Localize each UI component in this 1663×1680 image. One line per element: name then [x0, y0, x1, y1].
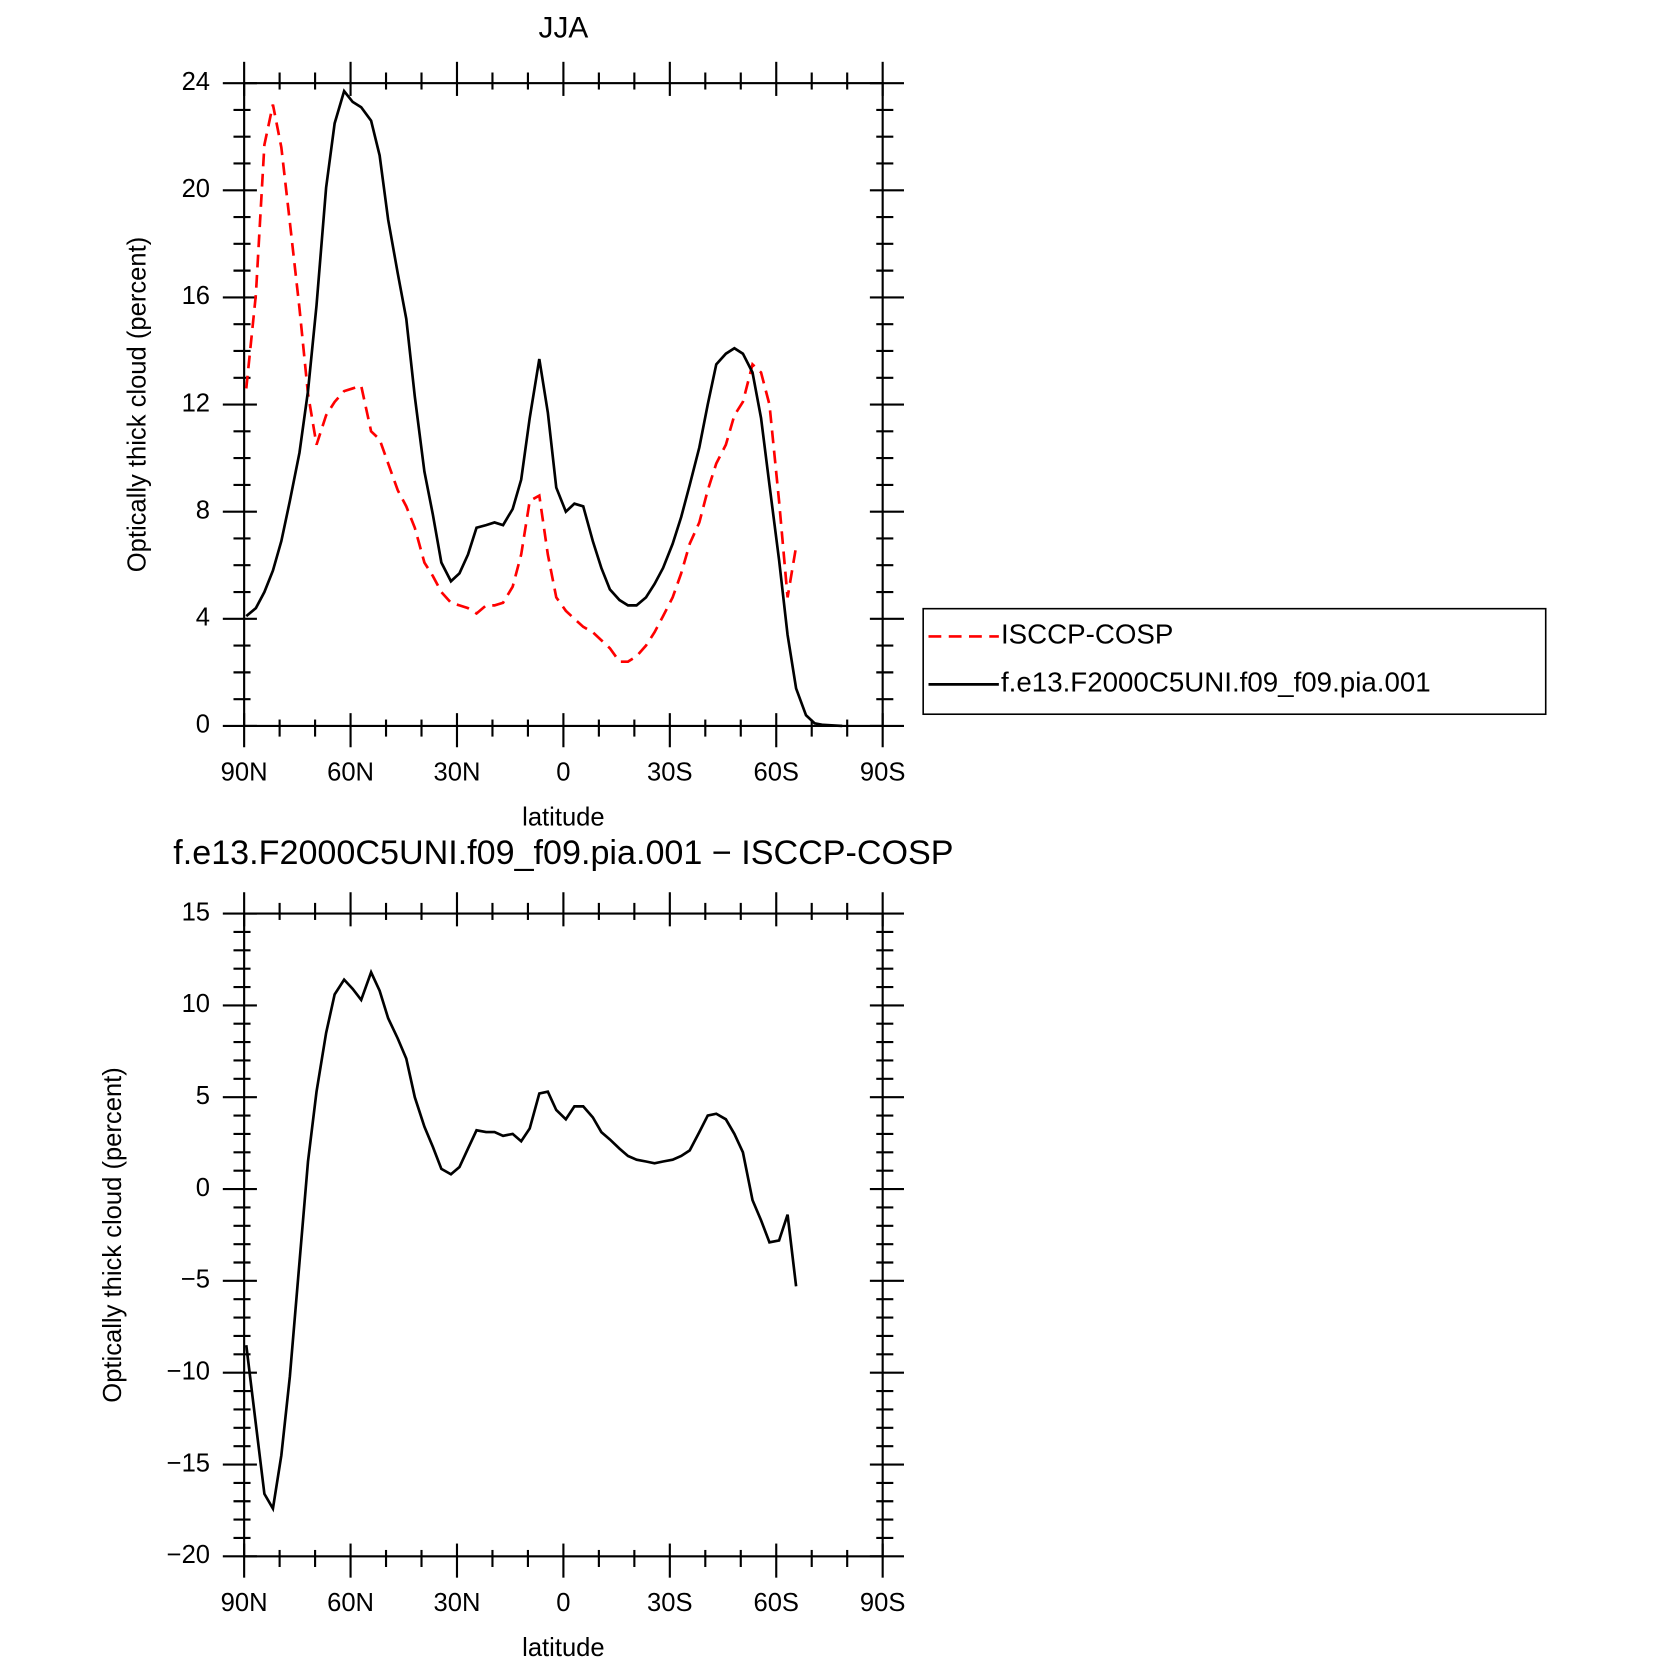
- x-tick-label: 90S: [860, 759, 906, 787]
- plot-frame: [243, 912, 884, 1558]
- x-tick-label: 60S: [753, 759, 799, 787]
- legend-label: f.e13.F2000C5UNI.f09_f09.pia.001: [1001, 667, 1431, 698]
- y-tick-label: −15: [167, 1449, 210, 1477]
- x-tick-label: 90N: [221, 759, 268, 787]
- legend-box: [922, 607, 1547, 716]
- y-tick-label: −10: [167, 1357, 210, 1385]
- x-tick-label: 30S: [647, 759, 693, 787]
- data-line: [245, 88, 843, 728]
- chart-title: f.e13.F2000C5UNI.f09_f09.pia.001 − ISCCP…: [173, 834, 953, 872]
- y-tick-label: 15: [182, 898, 210, 926]
- y-tick-label: 5: [196, 1082, 210, 1110]
- y-tick-label: 0: [196, 1174, 210, 1202]
- y-tick-label: 8: [196, 496, 210, 524]
- x-tick-label: 90N: [221, 1589, 268, 1617]
- y-axis-label: Optically thick cloud (percent): [99, 1067, 127, 1403]
- x-tick-label: 30N: [434, 1589, 481, 1617]
- y-tick-label: 16: [182, 282, 210, 310]
- x-axis-label: latitude: [522, 1634, 604, 1662]
- x-tick-label: 30S: [647, 1589, 693, 1617]
- y-tick-label: 12: [182, 389, 210, 417]
- y-tick-label: −5: [181, 1266, 210, 1294]
- y-tick-label: 20: [182, 175, 210, 203]
- x-axis-label: latitude: [522, 803, 604, 831]
- x-tick-label: 0: [556, 1589, 570, 1617]
- y-tick-label: 0: [196, 711, 210, 739]
- chart-title: JJA: [539, 12, 589, 45]
- x-tick-label: 30N: [434, 759, 481, 787]
- x-tick-label: 0: [556, 759, 570, 787]
- y-tick-label: −20: [167, 1541, 210, 1569]
- y-axis-label: Optically thick cloud (percent): [123, 237, 151, 573]
- data-line: [244, 968, 798, 1513]
- y-tick-label: 24: [182, 68, 210, 96]
- x-tick-label: 90S: [860, 1589, 906, 1617]
- y-tick-label: 10: [182, 990, 210, 1018]
- x-tick-label: 60N: [327, 1589, 374, 1617]
- y-tick-label: 4: [196, 604, 210, 632]
- data-line: [244, 104, 798, 663]
- x-tick-label: 60N: [327, 759, 374, 787]
- legend-label: ISCCP-COSP: [1001, 619, 1173, 650]
- x-tick-label: 60S: [753, 1589, 799, 1617]
